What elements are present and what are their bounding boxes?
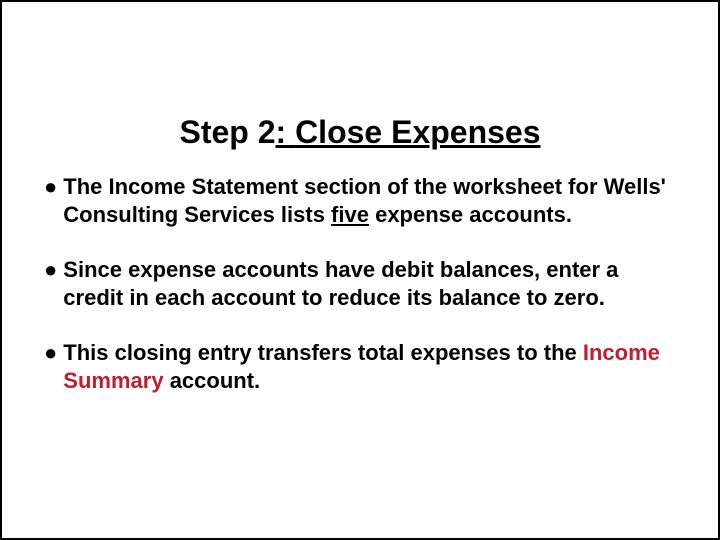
list-item: ● This closing entry transfers total exp… [44,339,676,394]
text-segment: expense accounts. [369,202,572,227]
text-segment: account. [164,368,261,393]
bullet-text: Since expense accounts have debit balanc… [63,256,676,311]
bullet-list: ● The Income Statement section of the wo… [2,173,718,394]
title-step: Step 2 [179,114,275,150]
bullet-icon: ● [44,173,57,201]
bullet-text: This closing entry transfers total expen… [63,339,676,394]
bullet-icon: ● [44,256,57,284]
text-segment: Since expense accounts have debit balanc… [63,257,618,310]
underlined-text: five [331,202,369,227]
title-topic: Close Expenses [295,114,540,150]
bullet-text: The Income Statement section of the work… [63,173,676,228]
bullet-icon: ● [44,339,57,367]
title-colon: : [276,114,296,150]
list-item: ● Since expense accounts have debit bala… [44,256,676,311]
slide-title: Step 2: Close Expenses [2,114,718,151]
list-item: ● The Income Statement section of the wo… [44,173,676,228]
text-segment: This closing entry transfers total expen… [63,340,583,365]
slide: Step 2: Close Expenses ● The Income Stat… [2,114,718,540]
